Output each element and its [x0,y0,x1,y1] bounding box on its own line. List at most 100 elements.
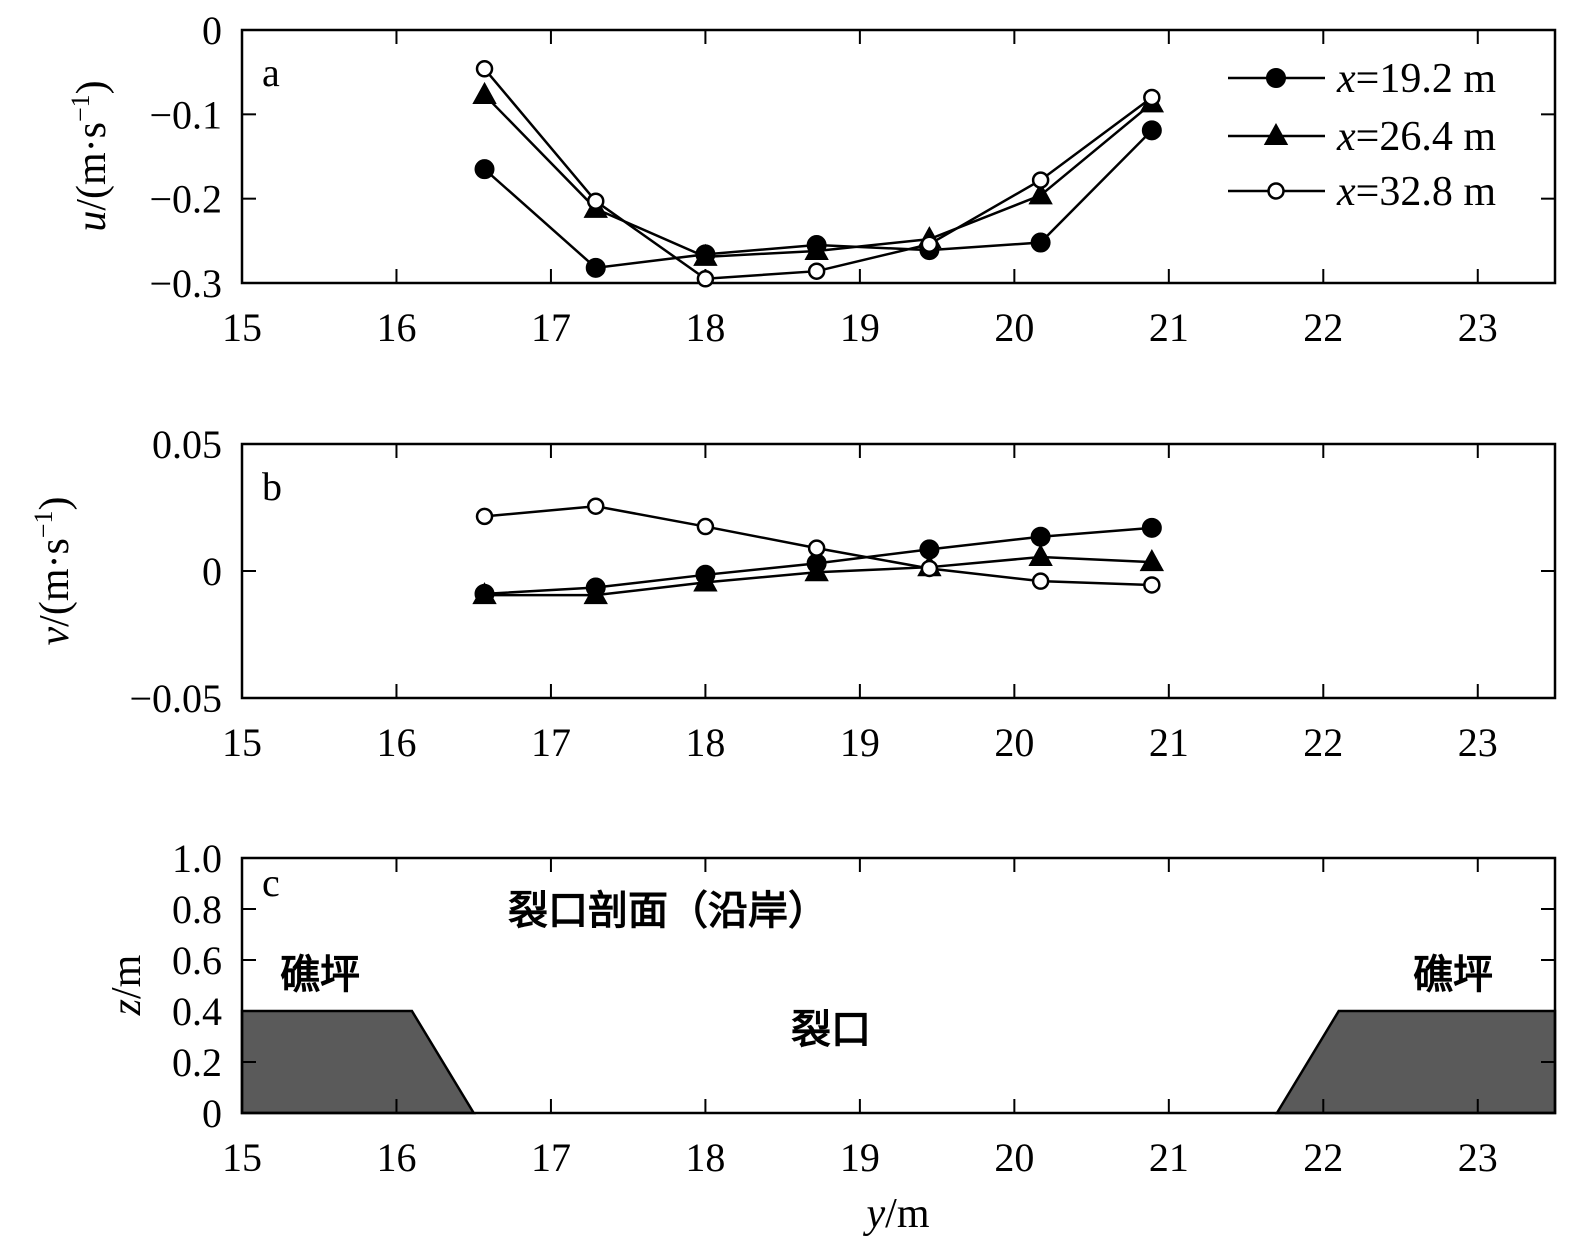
panel-b-y-unit-close: ) [32,497,78,511]
data-point-series-3 [475,60,494,78]
data-point-series-1 [1030,232,1051,253]
y-tick-label: 0 [202,8,222,53]
y-tick-label: 0.05 [152,422,222,467]
x-tick-label: 23 [1458,305,1498,350]
data-point-series-2 [693,243,718,266]
legend-marker [1267,182,1285,200]
data-point-series-3 [586,192,605,210]
y-tick-label: 1.0 [172,836,222,881]
panel-c-y-var: z [104,999,150,1016]
panel-c-ticks: 15 16 17 18 19 20 21 22 23 1.0 0.8 0.6 0.4 0.2 0 [172,836,1555,1180]
data-point-series-1 [1030,526,1051,547]
x-tick-label: 16 [376,1135,416,1180]
x-tick-label: 20 [994,720,1034,765]
panel-c: 15 16 17 18 19 20 21 22 23 1.0 0.8 0.6 0.4 0.2 0 c 裂口剖… [104,836,1557,1237]
panel-a-series [472,60,1165,288]
data-point-series-3 [1031,171,1050,189]
y-tick-label: 0.8 [172,887,222,932]
data-point-series-3 [475,507,494,526]
panel-b-frame [240,442,1557,700]
x-tick-label: 15 [222,305,262,350]
x-tick-label: 19 [840,1135,880,1180]
legend-label-var: x [1336,114,1356,160]
panel-a-y-axis-label: u/(m·s−1) [66,80,115,231]
panel-a-frame [240,28,1557,285]
legend-label-value: =19.2 m [1356,56,1497,102]
data-point-series-3 [1031,572,1050,590]
x-tick-label: 22 [1303,305,1343,350]
data-point-series-2 [472,582,497,605]
panel-c-title: 裂口剖面（沿岸） [508,888,828,934]
panel-c-y-axis-label: z/m [104,954,150,1016]
panel-b-y-var: v [32,626,78,645]
legend-label: x=32.8 m [1336,169,1496,215]
panel-c-tag: c [262,860,280,905]
x-tick-label: 21 [1149,305,1189,350]
panel-a-y-var: u [69,211,115,232]
panel-a-y-unit-close: ) [69,80,115,94]
y-tick-label: 0.2 [172,1040,222,1085]
data-point-series-1 [474,159,495,180]
data-point-series-3 [696,517,715,536]
panel-c-x-unit: /m [885,1191,930,1237]
x-tick-label: 19 [840,720,880,765]
panel-b-ticks: 15 16 17 18 19 20 21 22 23 0.05 0 −0.05 [129,422,1555,765]
x-tick-label: 19 [840,305,880,350]
panel-a-tag: a [262,50,280,95]
y-tick-label: 0.6 [172,938,222,983]
data-point-series-2 [472,81,497,104]
data-point-series-2 [804,559,829,582]
x-tick-label: 20 [994,1135,1034,1180]
x-tick-label: 21 [1149,1135,1189,1180]
x-tick-label: 17 [531,1135,571,1180]
reef-left-label: 礁坪 [280,952,360,998]
reef-right-polygon [1274,1009,1557,1115]
data-point-series-3 [807,539,826,557]
y-tick-label: 0 [202,1091,222,1136]
legend-label-value: =26.4 m [1356,114,1497,160]
x-tick-label: 18 [685,305,725,350]
x-tick-label: 23 [1458,1135,1498,1180]
legend-label: x=26.4 m [1336,114,1496,160]
panel-a: 15 16 17 18 19 20 21 22 23 0 −0.1 −0.2 −0.3 a u/(m·s… [66,8,1557,350]
panel-c-y-unit: /m [104,954,150,999]
legend-label-var: x [1336,56,1356,102]
y-tick-label: −0.1 [149,92,222,137]
legend-marker [1266,68,1286,88]
panel-c-frame [240,856,1557,1115]
x-tick-label: 15 [222,1135,262,1180]
x-tick-label: 17 [531,720,571,765]
data-point-series-2 [804,237,829,260]
panel-a-y-unit-exp: −1 [66,94,95,122]
panel-b-y-axis-label: v/(m·s−1) [29,497,78,646]
data-point-series-2 [1028,543,1053,567]
x-tick-label: 16 [376,305,416,350]
panel-c-x-var: y [863,1191,886,1237]
data-point-series-3 [1143,88,1161,107]
panel-c-x-axis-label: y/m [863,1191,930,1237]
data-point-series-1 [1141,120,1162,141]
data-point-series-2 [1139,549,1165,572]
x-tick-label: 22 [1303,1135,1343,1180]
x-tick-label: 16 [376,720,416,765]
legend-label-var: x [1336,169,1356,215]
legend-label-value: =32.8 m [1356,169,1497,215]
data-point-series-3 [1143,576,1161,594]
reef-left-polygon [240,1009,476,1115]
legend-label: x=19.2 m [1336,56,1496,102]
panel-b-y-unit-exp: −1 [29,511,58,539]
panel-b-y-unit: /(m·s [32,538,78,627]
y-tick-label: 0 [202,549,222,594]
data-point-series-3 [696,270,715,288]
panel-a-y-unit: /(m·s [69,122,115,211]
data-point-series-3 [920,235,939,253]
x-tick-label: 21 [1149,720,1189,765]
legend-marker [1263,122,1289,146]
panel-b-series [472,497,1165,605]
x-tick-label: 22 [1303,720,1343,765]
data-point-series-2 [583,582,608,605]
reef-right-label: 礁坪 [1413,952,1493,998]
x-tick-label: 18 [685,720,725,765]
x-tick-label: 23 [1458,720,1498,765]
